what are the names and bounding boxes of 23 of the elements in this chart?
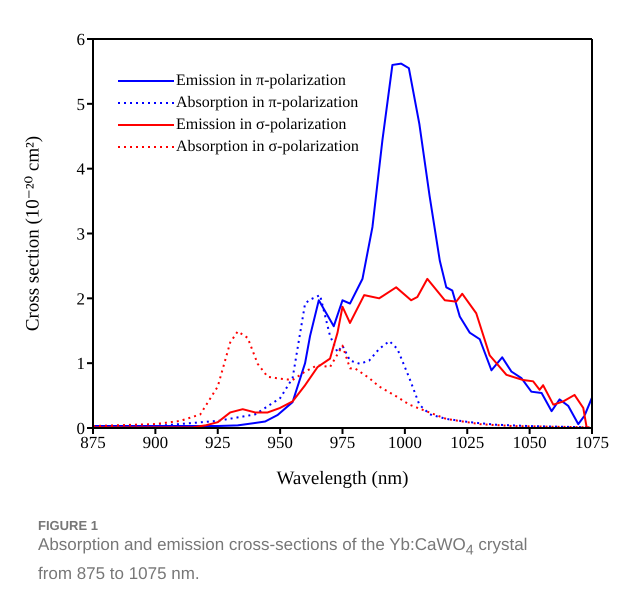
x-tick-label: 925 [205,433,230,452]
x-tick-label: 975 [330,433,356,452]
caption: FIGURE 1 [38,518,98,533]
y-tick-label: 4 [76,160,86,179]
x-tick-label: 1025 [450,433,484,452]
x-tick-label: 1050 [512,433,547,452]
x-tick-label: 950 [267,433,293,452]
legend-label: Absorption in σ-polarization [176,137,359,157]
y-tick-label: 2 [76,289,85,308]
x-axis-title: Wavelength (nm) [276,468,408,489]
x-tick-label: 900 [142,433,168,452]
y-axis-title: Cross section (10⁻²⁰ cm²) [22,136,44,332]
legend-label: Emission in σ-polarization [176,115,346,135]
y-tick-label: 3 [76,224,85,244]
x-tick-label: 1075 [575,433,609,452]
x-tick-label: 875 [80,433,106,452]
legend-label: Emission in π-polarization [176,71,346,91]
y-tick-label: 6 [76,30,85,50]
text: Absorption and emission cross-sections of the Yb:CaWO$_{4}$ crystal from 875 to 1075 nm. [38,535,528,584]
x-tick-label: 1000 [388,433,422,452]
y-tick-label: 1 [76,354,85,374]
y-tick-label: 5 [76,94,85,114]
legend-label: Absorption in π-polarization [176,93,358,113]
